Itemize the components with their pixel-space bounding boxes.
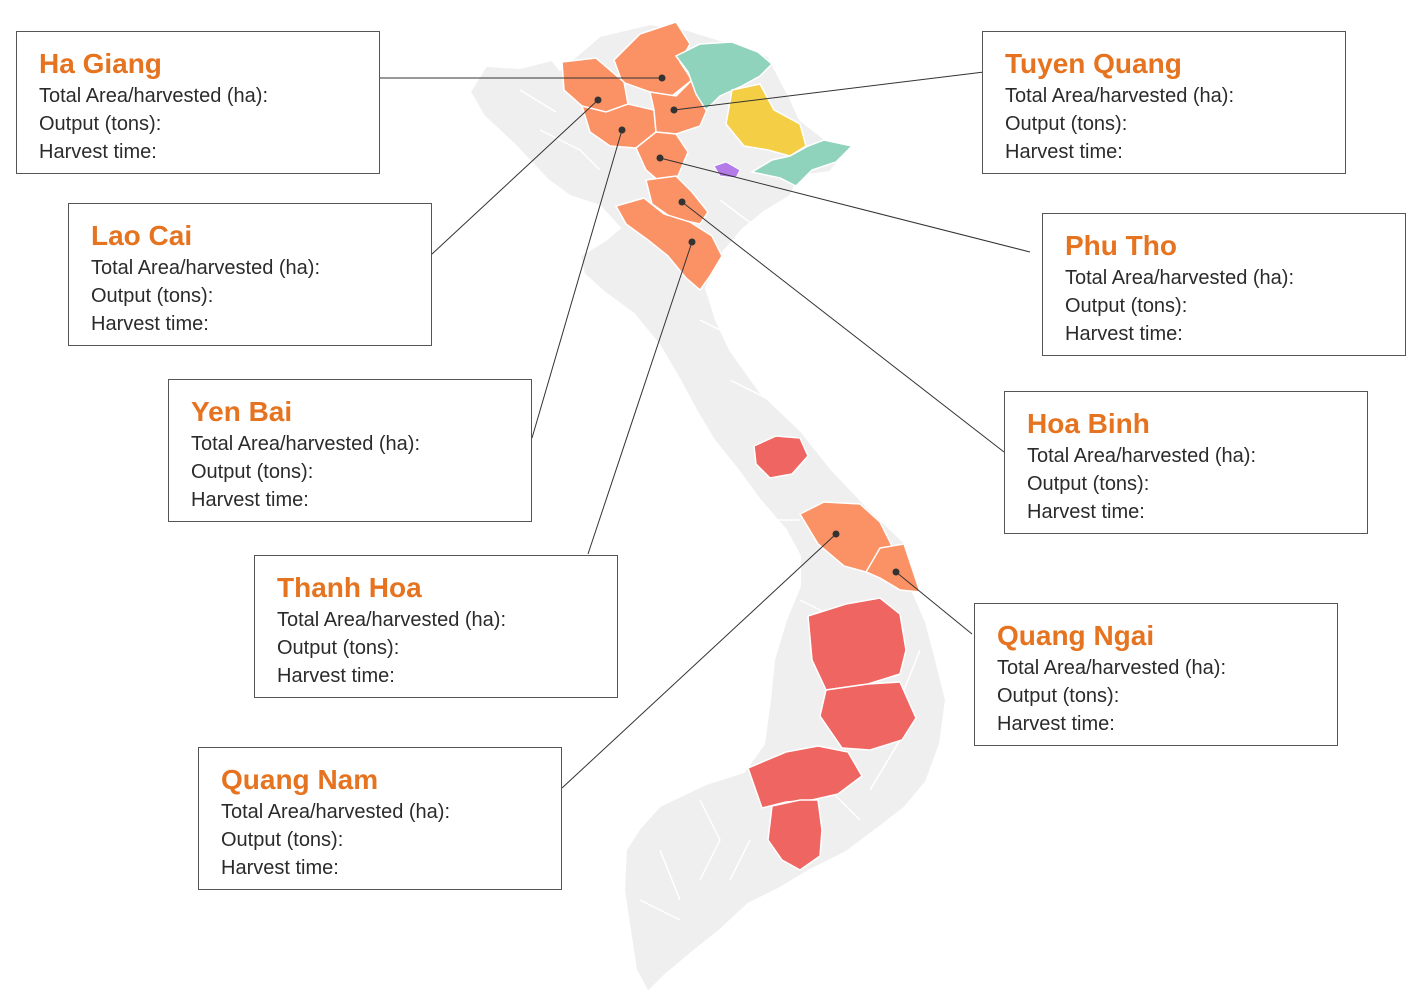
output-label: Output (tons):: [1005, 113, 1128, 135]
output-label: Output (tons):: [221, 829, 344, 851]
leader-thanh-hoa: [587, 241, 693, 555]
leader-quang-ngai: [895, 571, 973, 635]
dot-thanh-hoa: [688, 238, 696, 246]
harvest-label: Harvest time:: [221, 857, 339, 879]
leader-quang-nam: [561, 533, 837, 789]
area-label: Total Area/harvested (ha):: [1027, 445, 1257, 467]
region-red-highlands-2: [819, 681, 917, 751]
output-label: Output (tons):: [39, 113, 162, 135]
harvest-label: Harvest time:: [1065, 323, 1183, 345]
dot-phu-tho: [656, 154, 664, 162]
card-yen-bai: Yen Bai Total Area/harvested (ha): Outpu…: [168, 379, 532, 522]
output-label: Output (tons):: [997, 685, 1120, 707]
dot-ha-giang: [658, 74, 666, 82]
leader-yen-bai: [531, 129, 623, 439]
area-label: Total Area/harvested (ha):: [39, 85, 269, 107]
output-label: Output (tons):: [277, 637, 400, 659]
harvest-label: Harvest time:: [191, 489, 309, 511]
output-label: Output (tons):: [91, 285, 214, 307]
card-lao-cai: Lao Cai Total Area/harvested (ha): Outpu…: [68, 203, 432, 346]
region-son-la: [614, 197, 723, 292]
card-title: Lao Cai: [91, 220, 193, 251]
card-title: Quang Nam: [221, 764, 379, 795]
card-title: Yen Bai: [191, 396, 293, 427]
harvest-label: Harvest time:: [997, 713, 1115, 735]
card-phu-tho: Phu Tho Total Area/harvested (ha): Outpu…: [1042, 213, 1406, 356]
card-title: Phu Tho: [1065, 230, 1177, 261]
dot-quang-nam: [832, 530, 840, 538]
dot-quang-ngai: [892, 568, 900, 576]
leader-phu-tho: [659, 157, 1031, 253]
card-quang-ngai: Quang Ngai Total Area/harvested (ha): Ou…: [974, 603, 1338, 746]
card-tuyen-quang: Tuyen Quang Total Area/harvested (ha): O…: [982, 31, 1346, 174]
output-label: Output (tons):: [191, 461, 314, 483]
area-label: Total Area/harvested (ha):: [91, 257, 321, 279]
area-label: Total Area/harvested (ha):: [221, 801, 451, 823]
area-label: Total Area/harvested (ha):: [997, 657, 1227, 679]
card-title: Quang Ngai: [997, 620, 1155, 651]
harvest-label: Harvest time:: [39, 141, 157, 163]
province-borders: [519, 89, 921, 921]
card-title: Tuyen Quang: [1005, 48, 1182, 79]
region-teal-north: [674, 41, 774, 112]
dot-hoa-binh: [678, 198, 686, 206]
anchor-dots: [594, 74, 900, 576]
card-title: Hoa Binh: [1027, 408, 1150, 439]
leader-tuyen-quang: [673, 71, 985, 111]
area-label: Total Area/harvested (ha):: [1065, 267, 1295, 289]
harvest-label: Harvest time:: [277, 665, 395, 687]
harvest-label: Harvest time:: [1005, 141, 1123, 163]
card-thanh-hoa: Thanh Hoa Total Area/harvested (ha): Out…: [254, 555, 618, 698]
card-quang-nam: Quang Nam Total Area/harvested (ha): Out…: [198, 747, 562, 890]
area-label: Total Area/harvested (ha):: [277, 609, 507, 631]
leader-lao-cai: [431, 99, 599, 255]
card-hoa-binh: Hoa Binh Total Area/harvested (ha): Outp…: [1004, 391, 1368, 534]
area-label: Total Area/harvested (ha):: [1005, 85, 1235, 107]
region-purple: [713, 161, 741, 179]
card-title: Ha Giang: [39, 48, 162, 79]
area-label: Total Area/harvested (ha):: [191, 433, 421, 455]
region-red-highlands-1: [807, 597, 907, 691]
output-label: Output (tons):: [1065, 295, 1188, 317]
harvest-label: Harvest time:: [91, 313, 209, 335]
leader-hoa-binh: [681, 201, 1005, 453]
region-red-north-central: [753, 435, 809, 479]
card-title: Thanh Hoa: [277, 572, 422, 603]
harvest-label: Harvest time:: [1027, 501, 1145, 523]
region-teal-east: [749, 139, 854, 187]
card-ha-giang: Ha Giang Total Area/harvested (ha): Outp…: [16, 31, 380, 174]
leader-lines: [380, 71, 1031, 789]
output-label: Output (tons):: [1027, 473, 1150, 495]
dot-lao-cai: [594, 96, 602, 104]
dot-yen-bai: [618, 126, 626, 134]
region-red-highlands-4: [767, 799, 823, 871]
dot-tuyen-quang: [670, 106, 678, 114]
